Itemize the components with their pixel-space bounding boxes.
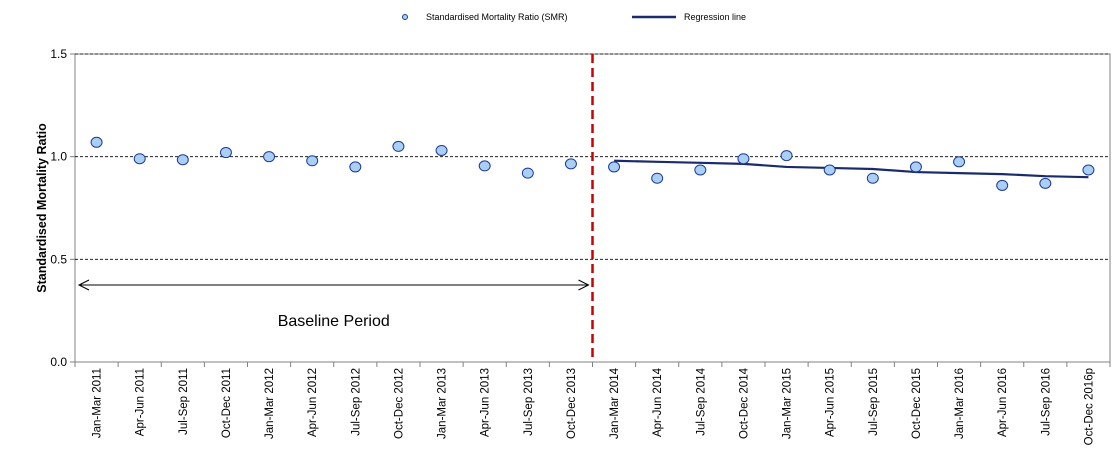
smr-point <box>176 154 189 166</box>
smr-point <box>349 161 362 173</box>
x-tick-label: Apr-Jun 2015 <box>825 368 837 437</box>
x-tick-label: Oct-Dec 2011 <box>221 368 233 438</box>
smr-point <box>435 145 448 157</box>
y-tick-label: 1.0 <box>50 150 67 164</box>
smr-point <box>780 150 793 162</box>
x-tick-label: Jan-Mar 2014 <box>609 367 621 439</box>
x-tick-label: Jul-Sep 2014 <box>695 367 707 435</box>
x-tick-label: Apr-Jun 2013 <box>480 368 492 437</box>
x-tick-label: Jul-Sep 2012 <box>350 368 362 436</box>
smr-point <box>909 161 922 173</box>
legend-smr-marker <box>402 14 408 20</box>
smr-point <box>953 156 966 168</box>
annotation-label: Baseline Period <box>278 313 390 330</box>
x-tick-label: Apr-Jun 2012 <box>307 368 319 437</box>
x-tick-label: Jan-Mar 2015 <box>782 368 794 439</box>
x-axis-ticks: Jan-Mar 2011 Apr-Jun 2011 Jul-Sep 2011 Oct-… <box>74 362 1111 445</box>
x-tick-label: Jan-Mar 2016 <box>954 368 966 439</box>
smr-point <box>694 164 707 176</box>
baseline-annotation: Baseline Period <box>77 279 590 330</box>
x-tick-label: Jul-Sep 2016 <box>1040 368 1052 436</box>
x-tick-label: Oct-Dec 2015 <box>911 368 923 439</box>
smr-point <box>90 136 103 148</box>
x-tick-label: Jan-Mar 2012 <box>264 368 276 439</box>
x-tick-label: Jul-Sep 2015 <box>868 368 880 436</box>
y-axis-label: Standardised Mortality Ratio <box>35 123 49 293</box>
smr-point <box>1082 164 1095 176</box>
x-tick-label: Jan-Mar 2013 <box>437 368 449 439</box>
x-tick-label: Oct-Dec 2014 <box>738 367 750 439</box>
y-tick-label: 1.5 <box>50 47 67 61</box>
smr-point <box>564 158 577 170</box>
smr-point <box>823 164 836 176</box>
x-tick-label: Jul-Sep 2013 <box>523 368 535 436</box>
x-tick-label: Apr-Jun 2014 <box>652 367 664 437</box>
x-tick-label: Oct-Dec 2012 <box>393 368 405 439</box>
regression-line <box>614 159 1089 179</box>
y-axis-ticks: 0.0 0.5 1.0 1.5 <box>50 47 75 369</box>
smr-point <box>133 153 146 165</box>
smr-point <box>1039 177 1052 189</box>
smr-point <box>866 172 879 184</box>
x-tick-label: Jul-Sep 2011 <box>178 368 190 435</box>
smr-point <box>306 155 319 167</box>
smr-point <box>478 160 491 172</box>
smr-series <box>90 136 1095 191</box>
smr-point <box>996 179 1009 191</box>
x-tick-label: Oct-Dec 2016p <box>1083 368 1095 445</box>
smr-point <box>608 161 621 173</box>
smr-point <box>263 151 276 163</box>
regression-series <box>614 159 1089 179</box>
y-tick-label: 0.5 <box>50 252 67 266</box>
smr-point <box>737 153 750 165</box>
legend-regression-label: Regression line <box>684 12 746 22</box>
smr-point <box>392 140 405 152</box>
y-tick-label: 0.0 <box>50 355 67 369</box>
smr-point <box>651 172 664 184</box>
smr-point <box>219 147 232 159</box>
legend: Standardised Mortality Ratio (SMR) Regre… <box>402 12 746 22</box>
x-tick-label: Jan-Mar 2011 <box>92 368 104 438</box>
x-tick-label: Apr-Jun 2011 <box>135 368 147 436</box>
annotation-arrowhead-left <box>77 279 90 291</box>
x-tick-label: Oct-Dec 2013 <box>566 368 578 439</box>
annotation-arrowhead-right <box>578 279 590 291</box>
x-tick-label: Apr-Jun 2016 <box>997 368 1009 437</box>
legend-smr-label: Standardised Mortality Ratio (SMR) <box>426 12 568 22</box>
smr-point <box>521 167 534 179</box>
